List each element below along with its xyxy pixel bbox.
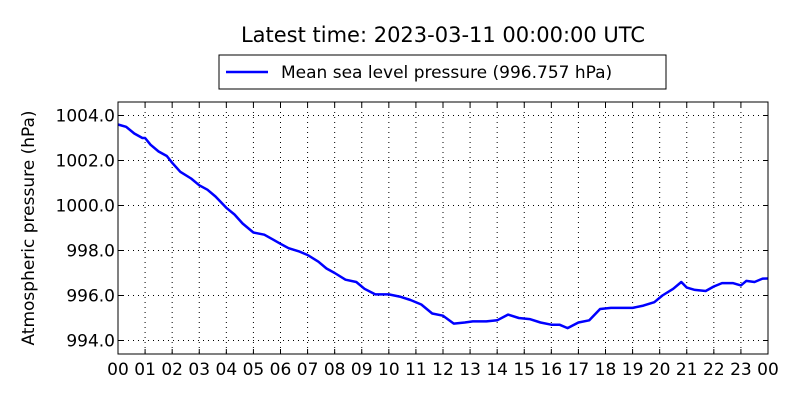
x-axis-tick-labels: 00 01 02 03 04 05 06 07 08 09 10 11 12 13 14 15 16 17 18 19… bbox=[107, 360, 779, 380]
legend: Mean sea level pressure (996.757 hPa) bbox=[218, 54, 667, 90]
x-tick-label: 01 bbox=[134, 360, 156, 380]
y-tick-label: 1004.0 bbox=[56, 107, 115, 127]
x-tick-label: 08 bbox=[324, 360, 346, 380]
y-axis-label: Atmospheric pressure (hPa) bbox=[19, 110, 39, 345]
y-tick-label: 1000.0 bbox=[56, 197, 115, 217]
x-tick-label: 12 bbox=[432, 360, 454, 380]
x-tick-label: 05 bbox=[243, 360, 265, 380]
x-tick-label: 16 bbox=[541, 360, 563, 380]
x-tick-label: 04 bbox=[216, 360, 238, 380]
x-tick-label: 11 bbox=[405, 360, 427, 380]
x-tick-label: 10 bbox=[378, 360, 400, 380]
x-tick-label: 17 bbox=[568, 360, 590, 380]
x-tick-label: 03 bbox=[188, 360, 210, 380]
x-tick-label: 23 bbox=[730, 360, 752, 380]
grid bbox=[118, 102, 768, 354]
series-layer bbox=[117, 123, 769, 330]
x-tick-label: 09 bbox=[351, 360, 373, 380]
x-tick-label: 02 bbox=[161, 360, 183, 380]
x-tick-label: 00 bbox=[107, 360, 129, 380]
x-tick-label: 19 bbox=[622, 360, 644, 380]
legend-label: Mean sea level pressure (996.757 hPa) bbox=[281, 63, 612, 83]
x-tick-label: 20 bbox=[649, 360, 671, 380]
y-tick-label: 994.0 bbox=[66, 332, 115, 352]
x-tick-label: 13 bbox=[459, 360, 481, 380]
legend-box bbox=[218, 54, 667, 90]
axis-ticks bbox=[117, 102, 769, 354]
x-tick-label: 14 bbox=[486, 360, 508, 380]
chart-title: Latest time: 2023-03-11 00:00:00 UTC bbox=[241, 23, 645, 47]
x-tick-label: 06 bbox=[270, 360, 292, 380]
series-line-mslp bbox=[117, 123, 769, 330]
x-tick-label: 00 bbox=[757, 360, 779, 380]
x-tick-label: 22 bbox=[703, 360, 725, 380]
y-axis-tick-labels: 994.0 996.0 998.0 1000.0 1002.0 1004.0 bbox=[56, 107, 115, 352]
y-tick-label: 996.0 bbox=[66, 287, 115, 307]
x-tick-label: 15 bbox=[513, 360, 535, 380]
x-tick-label: 18 bbox=[595, 360, 617, 380]
y-tick-label: 1002.0 bbox=[56, 152, 115, 172]
x-tick-label: 21 bbox=[676, 360, 698, 380]
x-tick-label: 07 bbox=[297, 360, 319, 380]
y-tick-label: 998.0 bbox=[66, 242, 115, 262]
